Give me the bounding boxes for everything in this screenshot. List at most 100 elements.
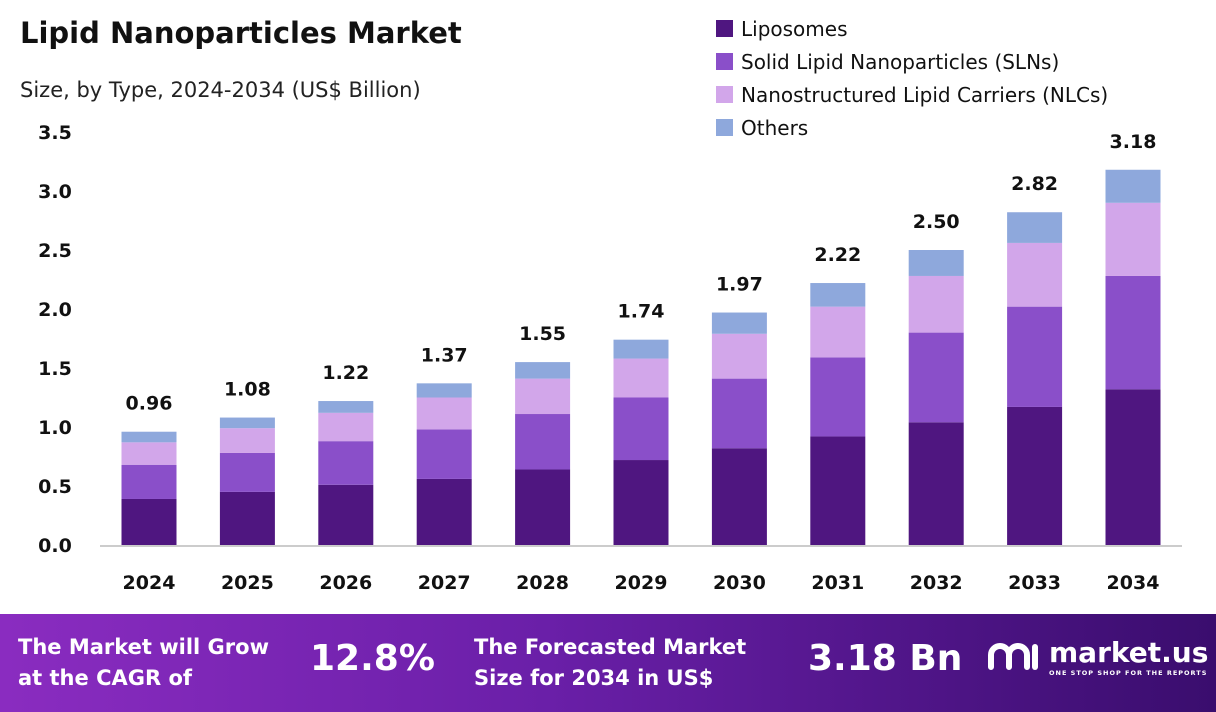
cagr-label-line1: The Market will Grow — [18, 635, 269, 659]
bar-segment-nanostructured-lipid-carriers-nlcs--2027 — [416, 397, 472, 430]
legend-swatch — [716, 119, 733, 136]
bar-segment-liposomes-2031 — [810, 436, 866, 545]
bar-segment-nanostructured-lipid-carriers-nlcs--2024 — [121, 442, 177, 465]
bar-segment-solid-lipid-nanoparticles-slns--2032 — [908, 332, 964, 423]
bar-segment-liposomes-2029 — [613, 460, 669, 545]
bar-segment-liposomes-2024 — [121, 498, 177, 545]
bar-total-label: 3.18 — [1110, 131, 1157, 153]
bar-segment-nanostructured-lipid-carriers-nlcs--2026 — [318, 412, 374, 442]
bar-segment-nanostructured-lipid-carriers-nlcs--2029 — [613, 358, 669, 398]
cagr-label: The Market will Grow at the CAGR of — [18, 632, 269, 694]
bar-segment-others-2032 — [908, 250, 964, 276]
bar-total-label: 1.74 — [618, 301, 665, 323]
legend-label: Liposomes — [741, 16, 848, 41]
bar-segment-solid-lipid-nanoparticles-slns--2026 — [318, 441, 374, 485]
chart-subtitle: Size, by Type, 2024-2034 (US$ Billion) — [20, 78, 421, 102]
logo-icon — [988, 642, 1038, 670]
bar-total-label: 2.22 — [814, 244, 861, 266]
cagr-label-line2: at the CAGR of — [18, 666, 193, 690]
bar-segment-nanostructured-lipid-carriers-nlcs--2032 — [908, 275, 964, 333]
forecast-label-line2: Size for 2034 in US$ — [474, 666, 714, 690]
bar-segment-liposomes-2030 — [711, 448, 767, 545]
bar-segment-nanostructured-lipid-carriers-nlcs--2028 — [515, 378, 571, 415]
bar-segment-solid-lipid-nanoparticles-slns--2030 — [711, 378, 767, 449]
bar-segment-solid-lipid-nanoparticles-slns--2034 — [1105, 275, 1161, 390]
stacked-bar-chart: 0.0 0.5 1.0 1.5 2.0 2.5 3.0 3.5 0.96 2024 1.08 2025… — [38, 122, 1182, 594]
legend-item-liposomes: Liposomes — [716, 12, 1108, 45]
bar-total-label: 1.55 — [519, 323, 566, 345]
bar-segment-liposomes-2034 — [1105, 389, 1161, 545]
bar-segment-solid-lipid-nanoparticles-slns--2027 — [416, 429, 472, 479]
legend-swatch — [716, 20, 733, 37]
x-tick-label: 2026 — [319, 572, 372, 594]
legend-label: Solid Lipid Nanoparticles (SLNs) — [741, 49, 1060, 74]
x-tick-label: 2031 — [811, 572, 864, 594]
bar-total-label: 2.50 — [913, 211, 960, 233]
logo-name: market.us — [1049, 636, 1209, 669]
legend: Liposomes Solid Lipid Nanoparticles (SLN… — [716, 12, 1108, 144]
market-us-logo: market.us ONE STOP SHOP FOR THE REPORTS — [985, 636, 1208, 677]
cagr-value: 12.8% — [310, 638, 435, 679]
chart-title: Lipid Nanoparticles Market — [20, 16, 462, 50]
x-tick-label: 2024 — [123, 572, 176, 594]
y-tick-label: 0.5 — [38, 476, 72, 498]
bar-segment-liposomes-2026 — [318, 484, 374, 545]
bar-segment-liposomes-2028 — [515, 469, 571, 545]
forecast-label: The Forecasted Market Size for 2034 in U… — [474, 632, 746, 694]
bar-segment-solid-lipid-nanoparticles-slns--2031 — [810, 357, 866, 437]
legend-swatch — [716, 53, 733, 70]
bar-total-label: 1.37 — [421, 344, 468, 366]
bar-total-label: 1.97 — [716, 274, 763, 296]
bar-segment-nanostructured-lipid-carriers-nlcs--2025 — [219, 428, 275, 453]
bar-total-label: 2.82 — [1011, 173, 1058, 195]
y-tick-label: 1.5 — [38, 358, 72, 380]
x-tick-label: 2033 — [1008, 572, 1061, 594]
legend-item-nlcs: Nanostructured Lipid Carriers (NLCs) — [716, 78, 1108, 111]
bar-segment-solid-lipid-nanoparticles-slns--2025 — [219, 452, 275, 492]
x-tick-label: 2027 — [418, 572, 471, 594]
y-tick-label: 0.0 — [38, 535, 72, 557]
bar-segment-others-2024 — [121, 431, 177, 443]
x-tick-label: 2034 — [1107, 572, 1160, 594]
bar-total-label: 1.08 — [224, 379, 271, 401]
bar-segment-others-2025 — [219, 417, 275, 429]
bar-segment-others-2030 — [711, 312, 767, 334]
bar-segment-solid-lipid-nanoparticles-slns--2024 — [121, 464, 177, 499]
bar-segment-solid-lipid-nanoparticles-slns--2028 — [515, 414, 571, 470]
y-tick-label: 1.0 — [38, 417, 72, 439]
bar-segment-others-2034 — [1105, 169, 1161, 203]
x-tick-label: 2032 — [910, 572, 963, 594]
bar-segment-others-2031 — [810, 283, 866, 307]
bar-segment-liposomes-2032 — [908, 422, 964, 545]
y-tick-label: 2.0 — [38, 299, 72, 321]
x-tick-label: 2029 — [615, 572, 668, 594]
bar-segment-others-2028 — [515, 362, 571, 379]
footer-banner: The Market will Grow at the CAGR of 12.8… — [0, 614, 1216, 712]
bar-segment-others-2027 — [416, 383, 472, 398]
bar-segment-solid-lipid-nanoparticles-slns--2033 — [1007, 306, 1063, 407]
bar-segment-solid-lipid-nanoparticles-slns--2029 — [613, 397, 669, 461]
legend-swatch — [716, 86, 733, 103]
bar-segment-liposomes-2027 — [416, 478, 472, 545]
legend-item-others: Others — [716, 111, 1108, 144]
forecast-value: 3.18 Bn — [808, 638, 963, 679]
bar-total-label: 1.22 — [322, 362, 369, 384]
y-tick-label: 3.5 — [38, 122, 72, 144]
bar-segment-nanostructured-lipid-carriers-nlcs--2031 — [810, 306, 866, 358]
forecast-label-line1: The Forecasted Market — [474, 635, 747, 659]
logo-tagline: ONE STOP SHOP FOR THE REPORTS — [1049, 669, 1208, 677]
bar-total-label: 0.96 — [126, 393, 173, 415]
bar-segment-others-2029 — [613, 339, 669, 359]
legend-item-slns: Solid Lipid Nanoparticles (SLNs) — [716, 45, 1108, 78]
bar-segment-nanostructured-lipid-carriers-nlcs--2034 — [1105, 202, 1161, 276]
bar-segment-others-2033 — [1007, 212, 1063, 243]
x-tick-label: 2025 — [221, 572, 274, 594]
y-tick-label: 2.5 — [38, 240, 72, 262]
bar-segment-liposomes-2025 — [219, 491, 275, 545]
bar-segment-liposomes-2033 — [1007, 406, 1063, 545]
y-tick-label: 3.0 — [38, 181, 72, 203]
bar-segment-others-2026 — [318, 401, 374, 413]
x-tick-label: 2030 — [713, 572, 766, 594]
bar-segment-nanostructured-lipid-carriers-nlcs--2033 — [1007, 242, 1063, 307]
legend-label: Others — [741, 115, 809, 140]
